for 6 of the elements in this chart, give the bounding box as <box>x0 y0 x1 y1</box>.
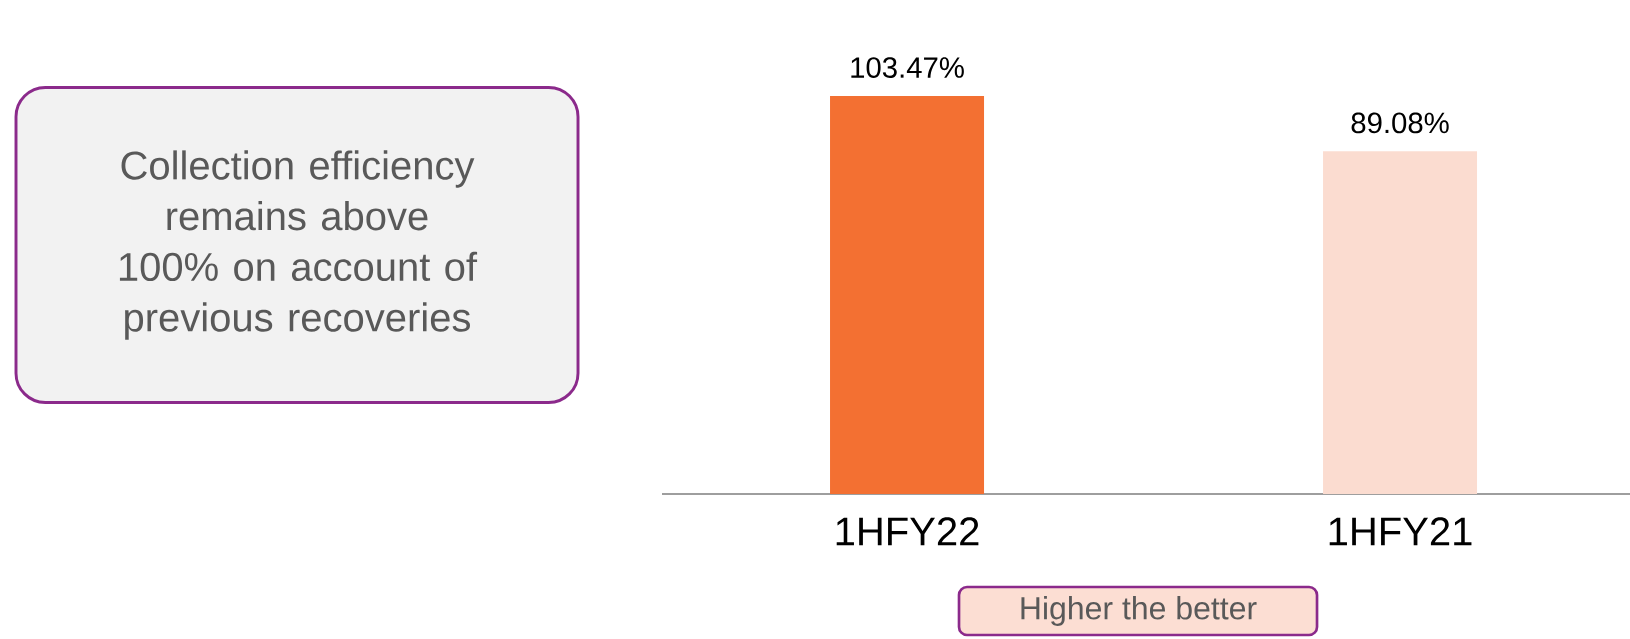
text: Higher the better <box>1021 596 1257 626</box>
data-label: 103.47% <box>851 57 964 78</box>
x-tick-label: 1HFY22 <box>836 517 979 546</box>
data-label: 89.08% <box>1351 112 1449 134</box>
x-tick-label: 1HFY21 <box>1329 517 1472 546</box>
text: Collection efficiency remains above 100% on account of previous recoveries <box>119 150 478 340</box>
